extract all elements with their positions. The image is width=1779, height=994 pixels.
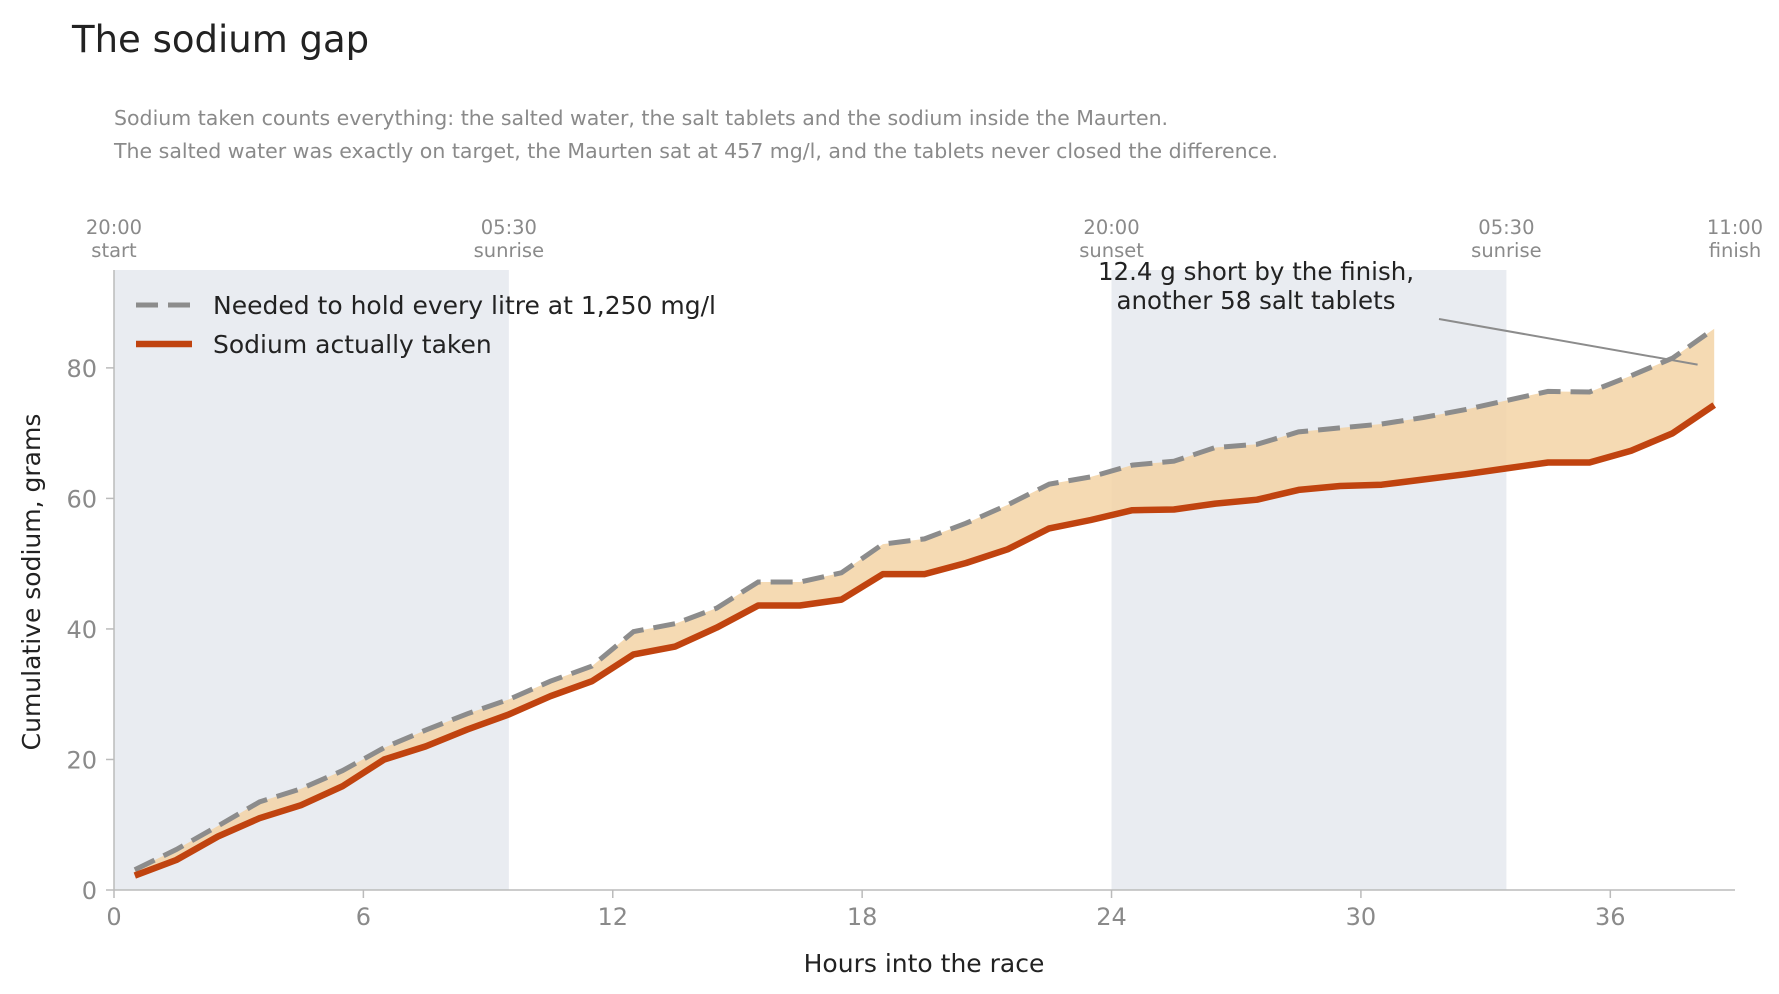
y-tick-label-60: 60	[66, 485, 97, 513]
top-tick-label-5: finish	[1709, 239, 1762, 262]
subtitle-line-1: Sodium taken counts everything: the salt…	[114, 106, 1168, 130]
subtitle-line-2: The salted water was exactly on target, …	[113, 139, 1278, 163]
top-tick-time-1: 20:00	[86, 216, 142, 239]
top-tick-time-2: 05:30	[481, 216, 537, 239]
top-tick-label-3: sunset	[1079, 239, 1144, 262]
x-tick-label-18: 18	[847, 903, 878, 931]
axes: 0 6 12 18 24 30 36 0 20 40 60 80	[66, 270, 1735, 931]
top-tick-time-3: 20:00	[1083, 216, 1139, 239]
legend-taken-label: Sodium actually taken	[213, 330, 492, 359]
annotation-pointer	[1438, 318, 1698, 366]
x-tick-label-0: 0	[106, 903, 121, 931]
y-tick-label-20: 20	[66, 746, 97, 774]
annotation-line-2: another 58 salt tablets	[1117, 286, 1396, 315]
annotation-line-1: 12.4 g short by the finish,	[1098, 257, 1414, 286]
y-tick-label-80: 80	[66, 355, 97, 383]
night-band-2	[1111, 270, 1507, 890]
top-tick-time-4: 05:30	[1478, 216, 1534, 239]
y-tick-label-40: 40	[66, 616, 97, 644]
legend: Needed to hold every litre at 1,250 mg/l…	[136, 291, 716, 359]
gap-annotation: 12.4 g short by the finish, another 58 s…	[1098, 257, 1698, 366]
top-tick-label-2: sunrise	[474, 239, 544, 262]
legend-needed-label: Needed to hold every litre at 1,250 mg/l	[213, 291, 716, 320]
sodium-gap-area	[134, 328, 1715, 876]
x-tick-label-6: 6	[356, 903, 371, 931]
chart-title: The sodium gap	[71, 18, 369, 61]
series-taken-line	[133, 402, 1717, 879]
night-bands	[114, 270, 1507, 890]
top-tick-label-1: start	[91, 239, 137, 262]
top-tick-label-4: sunrise	[1471, 239, 1541, 262]
x-tick-label-30: 30	[1346, 903, 1377, 931]
y-axis-label: Cumulative sodium, grams	[17, 414, 46, 751]
x-tick-label-24: 24	[1096, 903, 1127, 931]
x-axis-label: Hours into the race	[804, 949, 1045, 978]
top-tick-time-5: 11:00	[1707, 216, 1763, 239]
x-tick-label-36: 36	[1595, 903, 1626, 931]
y-tick-label-0: 0	[82, 877, 97, 905]
series-needed-line	[133, 326, 1716, 873]
top-time-ticks: 20:00start05:30sunrise20:00sunset05:30su…	[86, 216, 1763, 262]
x-tick-label-12: 12	[597, 903, 628, 931]
